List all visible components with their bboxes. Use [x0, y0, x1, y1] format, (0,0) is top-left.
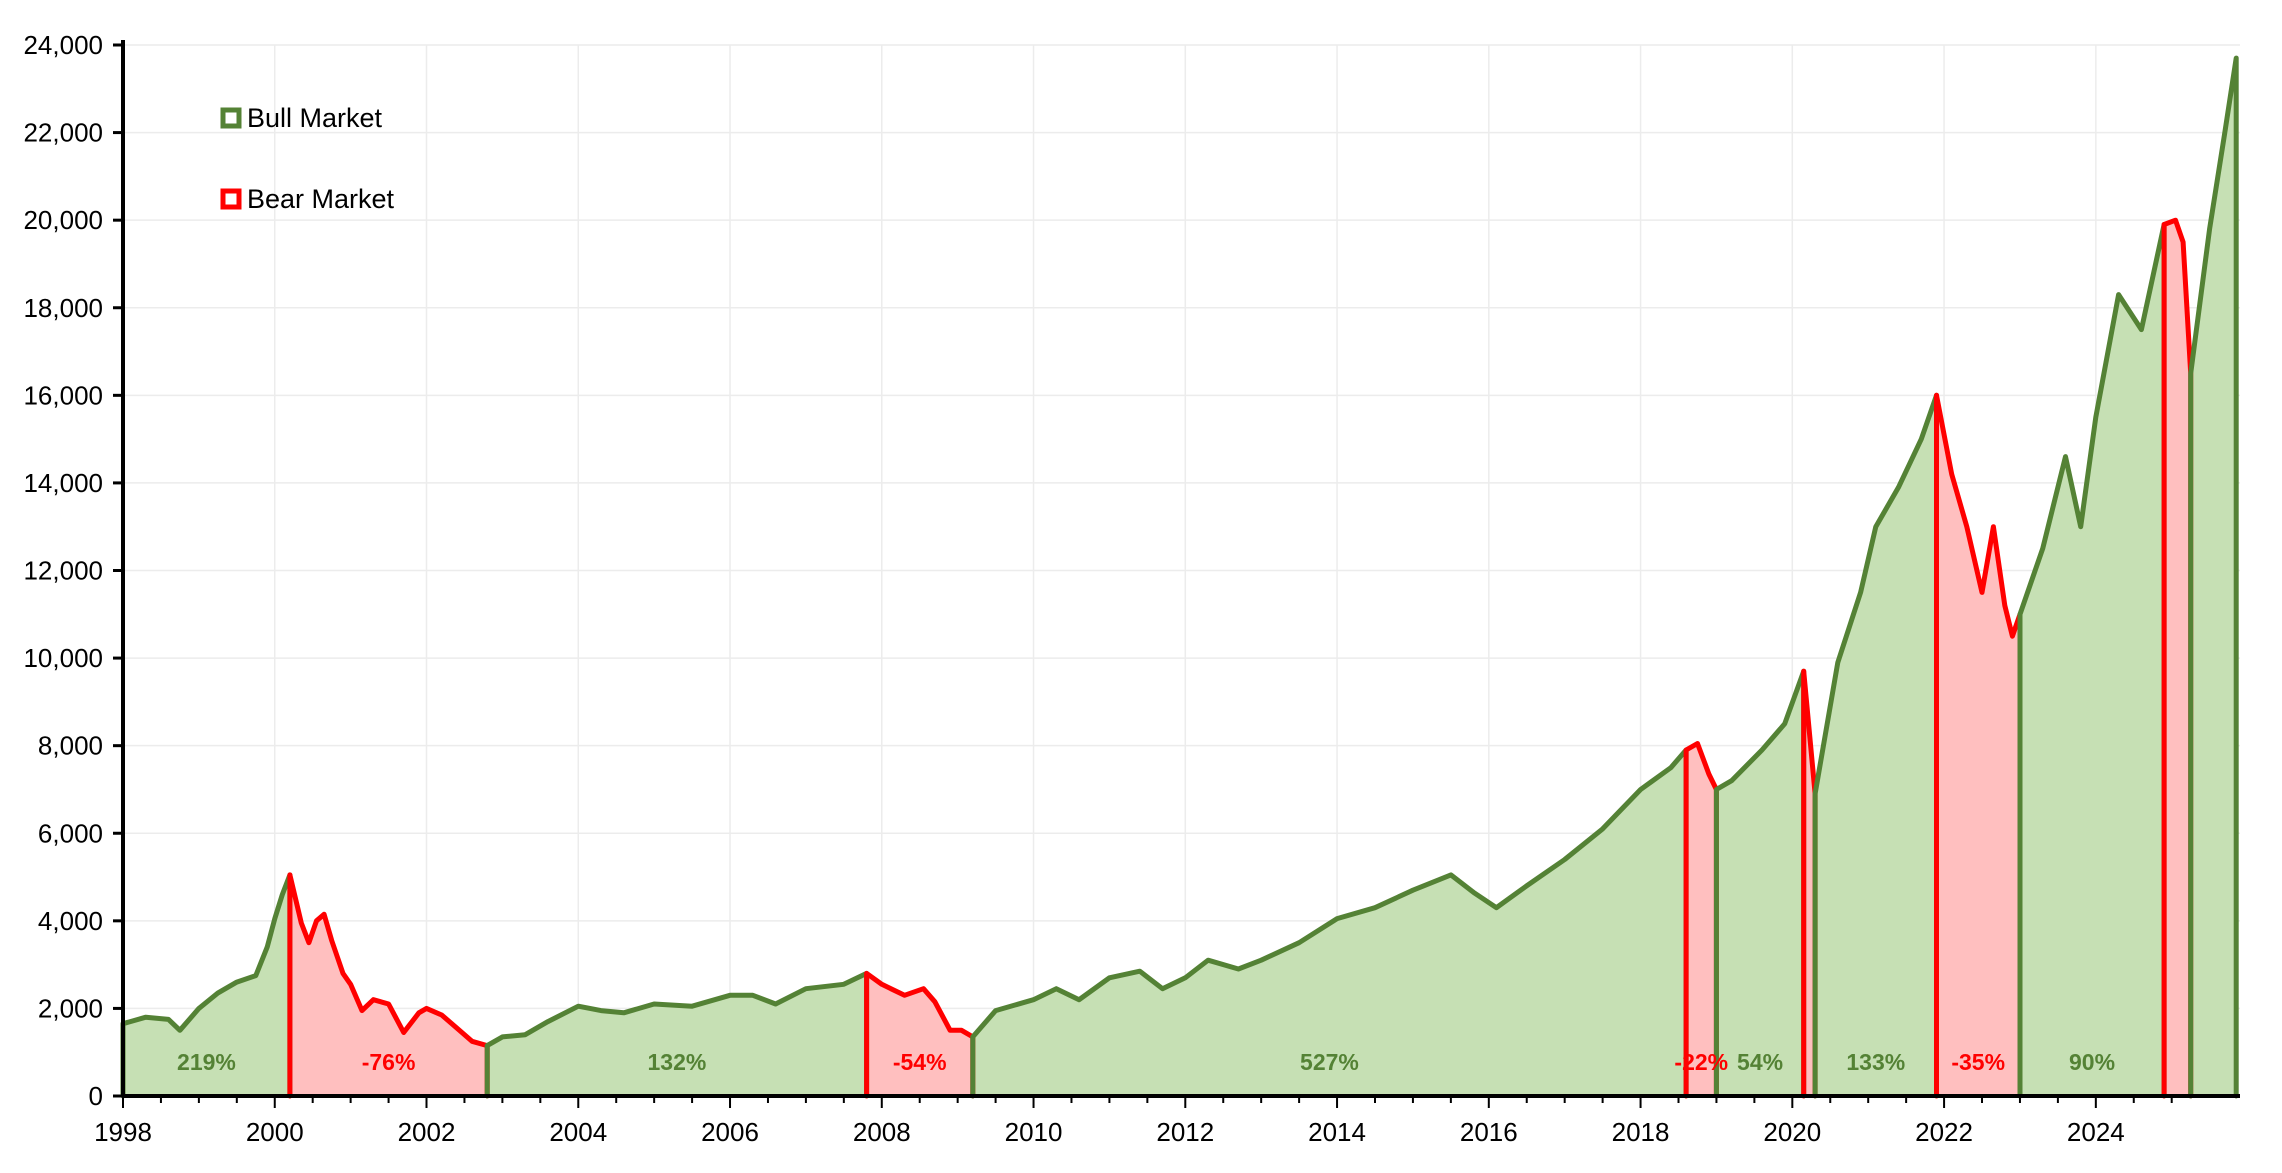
x-tick-label: 2018: [1612, 1117, 1670, 1147]
legend: Bull Market Bear Market: [220, 103, 395, 214]
x-tick-label: 2006: [701, 1117, 759, 1147]
legend-marker: [220, 107, 242, 129]
x-tick-label: 2002: [398, 1117, 456, 1147]
x-tick-label: 1998: [94, 1117, 152, 1147]
bull-line: [484, 970, 870, 1099]
bull-area: [2190, 58, 2237, 1097]
x-tick-label: 2008: [853, 1117, 911, 1147]
y-tick-label: 22,000: [23, 118, 103, 148]
bull-phase-label: 90%: [2069, 1049, 2115, 1075]
y-tick-label: 8,000: [38, 731, 103, 761]
bull-line: [2188, 55, 2239, 1099]
x-tick-label: 2024: [2067, 1117, 2125, 1147]
bear-line: [287, 872, 490, 1099]
x-tick-label: 2016: [1460, 1117, 1518, 1147]
bull-area: [487, 973, 867, 1096]
area-fills: [123, 58, 2237, 1097]
axes: 0 2,000 4,000 6,000 8,000 10,000 12,000 14,000 1…: [23, 30, 2240, 1147]
y-tick-label: 4,000: [38, 906, 103, 936]
y-tick-label: 2,000: [38, 993, 103, 1023]
y-tick-label: 14,000: [23, 468, 103, 498]
bull-phase-label: 54%: [1737, 1049, 1783, 1075]
bear-phase-label: -76%: [362, 1049, 416, 1075]
bear-area: [2164, 220, 2191, 1096]
x-tick-label: 2012: [1156, 1117, 1214, 1147]
bull-phase-label: 132%: [647, 1049, 706, 1075]
bull-line: [970, 747, 1689, 1099]
y-tick-label: 16,000: [23, 380, 103, 410]
bear-phase-label: -22%: [1674, 1049, 1728, 1075]
x-tick-label: 2004: [549, 1117, 607, 1147]
bull-area: [1815, 395, 1937, 1096]
bear-line: [1934, 392, 2023, 1099]
bull-phase-label: 133%: [1846, 1049, 1905, 1075]
bear-area: [866, 973, 973, 1096]
bull-phase-label: 527%: [1300, 1049, 1359, 1075]
legend-label: Bull Market: [247, 103, 383, 133]
y-tick-label: 20,000: [23, 205, 103, 235]
bull-line: [2017, 222, 2167, 1099]
y-tick-label: 24,000: [23, 30, 103, 60]
bull-line: [1812, 392, 1939, 1099]
y-tick-label: 6,000: [38, 818, 103, 848]
x-tick-label: 2000: [246, 1117, 304, 1147]
legend-marker: [220, 188, 242, 210]
bear-area: [1936, 395, 2020, 1096]
x-tick-label: 2010: [1005, 1117, 1063, 1147]
x-tick-label: 2020: [1763, 1117, 1821, 1147]
x-tick-label: 2022: [1915, 1117, 1973, 1147]
bear-area: [289, 874, 488, 1096]
y-tick-label: 18,000: [23, 293, 103, 323]
bull-area: [2020, 224, 2165, 1096]
phase-labels: 219% -76% 132% -54% 527% -22% 54% 133% -35% 90%: [177, 1049, 2115, 1075]
y-tick-label: 12,000: [23, 556, 103, 586]
bull-area: [1716, 671, 1804, 1096]
bear-area: [1686, 743, 1717, 1096]
series-lines: [120, 55, 2239, 1099]
y-tick-label: 0: [89, 1081, 103, 1111]
y-tick-label: 10,000: [23, 643, 103, 673]
bull-phase-label: 219%: [177, 1049, 236, 1075]
legend-label: Bear Market: [247, 184, 395, 214]
bear-phase-label: -54%: [893, 1049, 947, 1075]
bear-line: [864, 970, 976, 1099]
bear-phase-label: -35%: [1951, 1049, 2005, 1075]
x-tick-label: 2014: [1308, 1117, 1366, 1147]
bull-area: [123, 874, 290, 1096]
bull-area: [972, 750, 1687, 1096]
bull-line: [120, 872, 293, 1099]
